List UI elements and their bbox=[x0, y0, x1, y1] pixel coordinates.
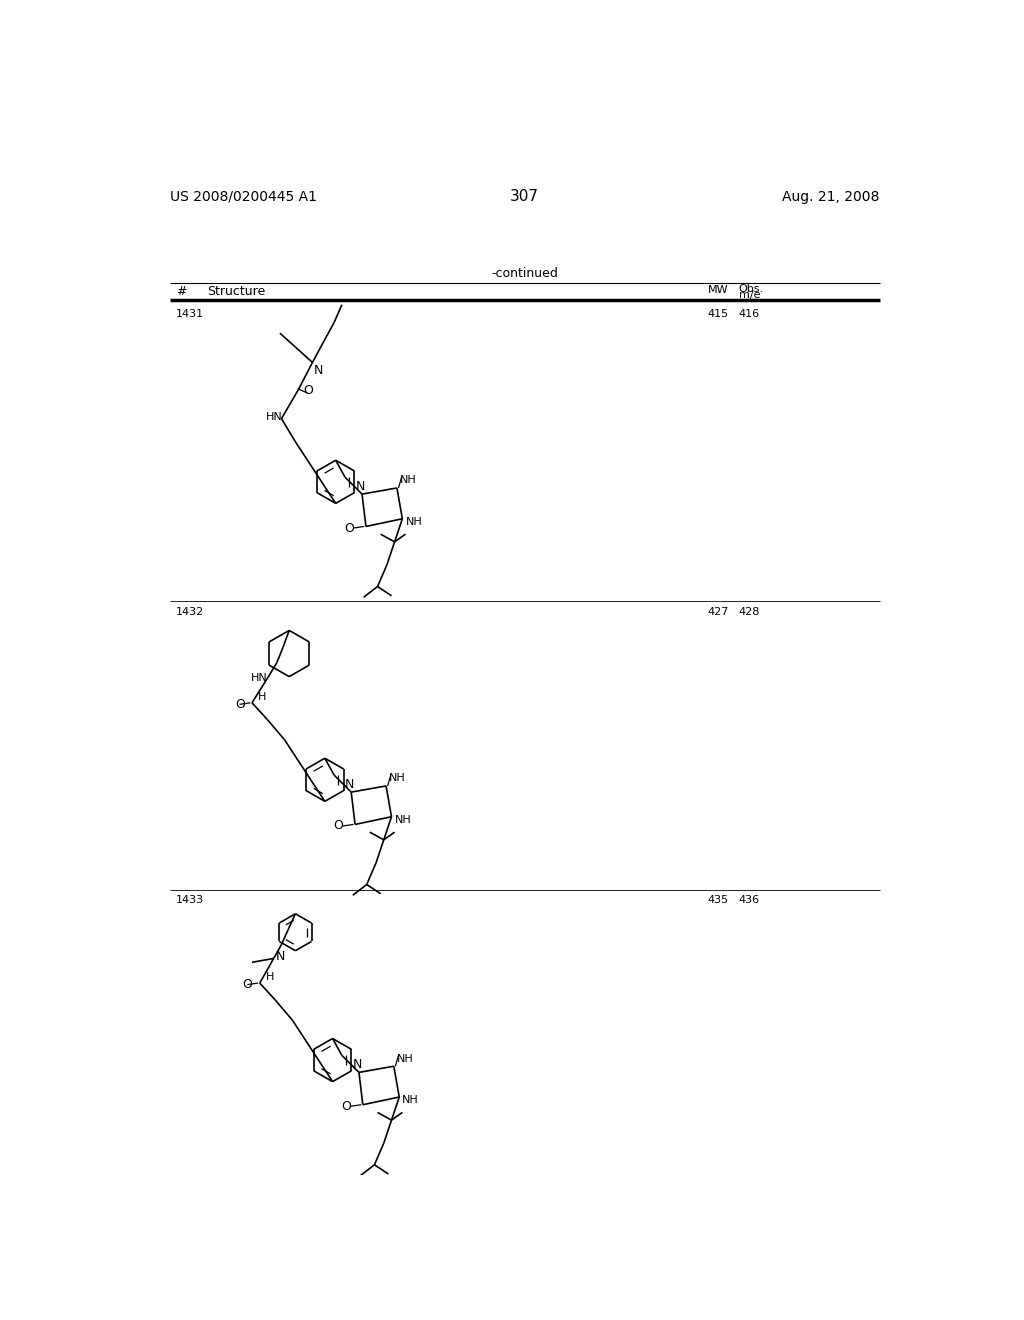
Text: O: O bbox=[303, 384, 313, 397]
Text: -continued: -continued bbox=[492, 268, 558, 280]
Text: N: N bbox=[314, 364, 324, 378]
Text: US 2008/0200445 A1: US 2008/0200445 A1 bbox=[170, 190, 316, 203]
Text: 1432: 1432 bbox=[176, 607, 205, 616]
Text: O: O bbox=[243, 978, 253, 991]
Text: H: H bbox=[266, 972, 274, 982]
Text: O: O bbox=[234, 698, 245, 711]
Text: NH: NH bbox=[389, 774, 406, 783]
Text: O: O bbox=[334, 820, 343, 833]
Text: NH: NH bbox=[406, 517, 422, 527]
Text: 1431: 1431 bbox=[176, 309, 204, 319]
Text: 1433: 1433 bbox=[176, 895, 204, 906]
Text: Obs.: Obs. bbox=[738, 284, 764, 293]
Text: 427: 427 bbox=[708, 607, 729, 616]
Text: N: N bbox=[355, 480, 366, 492]
Text: N: N bbox=[345, 777, 354, 791]
Text: HN: HN bbox=[266, 412, 283, 422]
Text: N: N bbox=[352, 1059, 362, 1072]
Text: 428: 428 bbox=[738, 607, 760, 616]
Text: NH: NH bbox=[397, 1053, 414, 1064]
Text: Aug. 21, 2008: Aug. 21, 2008 bbox=[782, 190, 880, 203]
Text: NH: NH bbox=[402, 1096, 419, 1105]
Text: 436: 436 bbox=[738, 895, 760, 906]
Text: 307: 307 bbox=[510, 189, 540, 205]
Text: m/e: m/e bbox=[738, 289, 760, 300]
Text: HN: HN bbox=[251, 673, 267, 684]
Text: 435: 435 bbox=[708, 895, 729, 906]
Text: O: O bbox=[341, 1100, 351, 1113]
Text: NH: NH bbox=[400, 475, 417, 486]
Text: #: # bbox=[176, 285, 186, 298]
Text: NH: NH bbox=[394, 814, 412, 825]
Text: 415: 415 bbox=[708, 309, 729, 319]
Text: Structure: Structure bbox=[207, 285, 265, 298]
Text: H: H bbox=[258, 692, 266, 702]
Text: N: N bbox=[276, 950, 286, 964]
Text: 416: 416 bbox=[738, 309, 760, 319]
Text: MW: MW bbox=[708, 285, 728, 296]
Text: O: O bbox=[344, 521, 354, 535]
